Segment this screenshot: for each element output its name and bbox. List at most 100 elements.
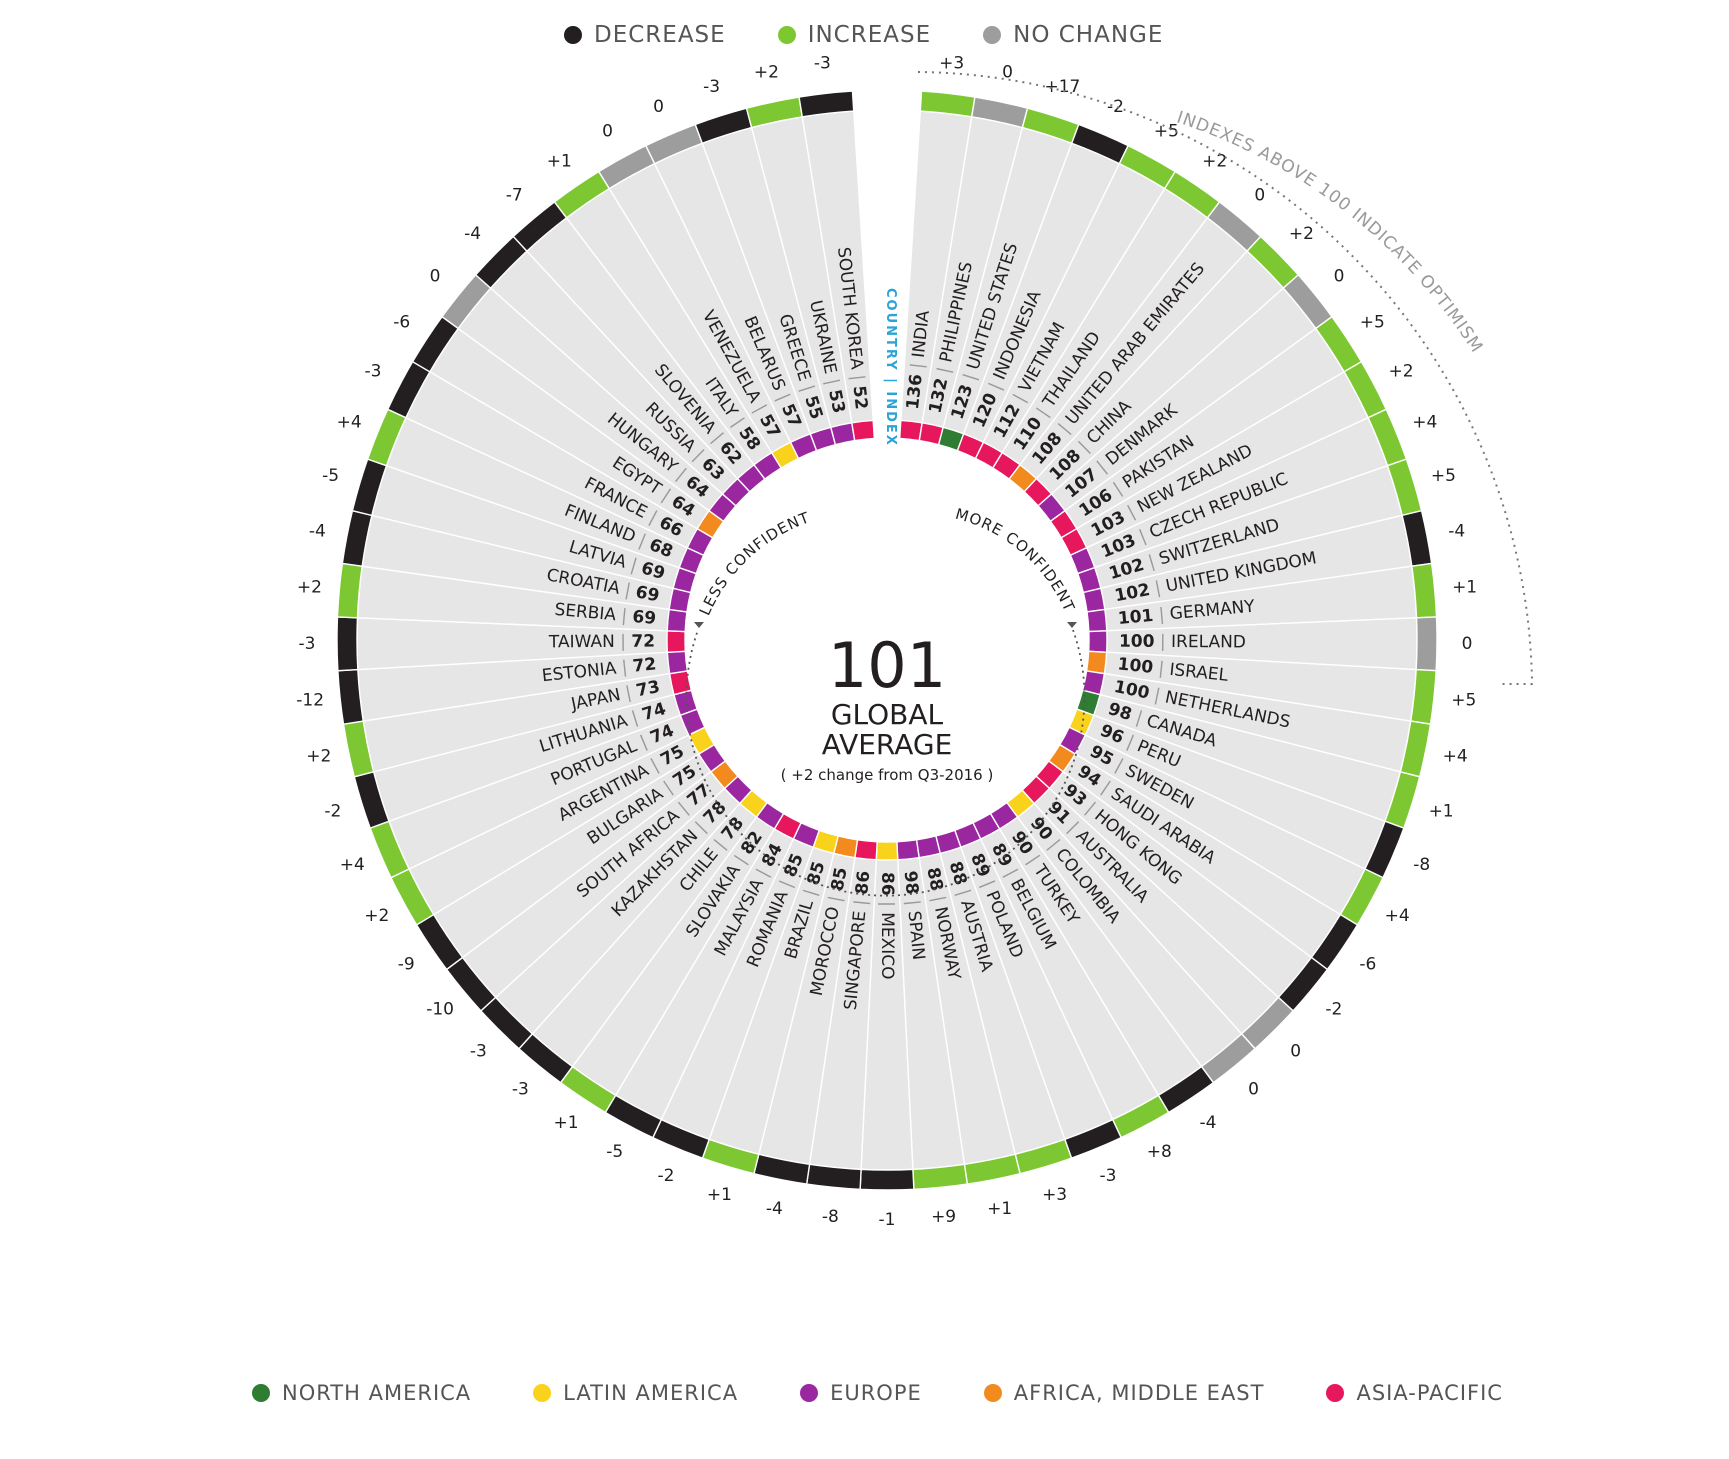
change-label-belgium: +8 xyxy=(1147,1142,1172,1162)
region-segment-norway xyxy=(915,835,942,859)
change-label-romania: -2 xyxy=(658,1166,675,1186)
change-label-united-kingdom: -4 xyxy=(1448,521,1465,541)
change-label-taiwan: -3 xyxy=(299,634,316,654)
no-change-swatch xyxy=(983,26,1002,44)
change-legend: DECREASE INCREASE NO CHANGE xyxy=(564,22,1215,48)
change-label-netherlands: +4 xyxy=(1443,747,1468,767)
change-label-italy: +1 xyxy=(547,151,572,171)
country-label-israel: 100 | ISRAEL xyxy=(1117,654,1230,686)
change-label-pakistan: +5 xyxy=(1360,312,1385,332)
change-label-latvia: -5 xyxy=(322,466,339,486)
change-segment-mexico xyxy=(859,1168,915,1191)
change-label-venezuela: 0 xyxy=(602,122,613,142)
change-label-germany: +1 xyxy=(1452,577,1477,597)
legend-asia-pacific-label: ASIA-PACIFIC xyxy=(1356,1381,1503,1405)
legend-decrease-label: DECREASE xyxy=(594,22,726,48)
change-label-philippines: 0 xyxy=(1002,63,1013,83)
north-america-swatch xyxy=(252,1384,270,1402)
change-label-france: -3 xyxy=(365,361,382,381)
change-label-czech-republic: +4 xyxy=(1412,413,1437,433)
change-label-bulgaria: -9 xyxy=(398,954,415,974)
region-segment-india xyxy=(898,419,923,442)
change-label-india: +3 xyxy=(939,54,964,74)
change-segment-south-korea xyxy=(798,90,855,118)
decrease-swatch xyxy=(564,26,582,44)
legend-north-america-label: NORTH AMERICA xyxy=(282,1381,472,1405)
change-label-norway: +1 xyxy=(987,1199,1012,1219)
global-average-value: 101 xyxy=(828,629,946,702)
change-labels-layer: +3 0 +17 -2 +5 +2 0 +2 0 +5 +2 +4 +5 -4 +1 0 +5 +4 +1 -8 +4 -… xyxy=(296,54,1477,1230)
change-label-argentina: +2 xyxy=(364,906,389,926)
country-label-mexico: 86 | MEXICO xyxy=(877,872,897,980)
change-label-united-states: +17 xyxy=(1044,77,1080,97)
region-segment-ireland xyxy=(1087,630,1108,654)
change-label-peru: -8 xyxy=(1413,855,1430,875)
change-label-lithuania: -2 xyxy=(324,802,341,822)
change-label-china: +2 xyxy=(1289,224,1314,244)
change-label-greece: -3 xyxy=(703,77,720,97)
region-ring-layer xyxy=(666,419,1108,861)
change-segment-taiwan xyxy=(336,616,359,672)
increase-swatch xyxy=(777,26,796,44)
change-label-spain: +9 xyxy=(931,1207,956,1227)
change-label-switzerland: +5 xyxy=(1431,466,1456,486)
region-segment-israel xyxy=(1085,650,1108,675)
global-average-label-line2: AVERAGE xyxy=(822,728,953,761)
change-ring-layer xyxy=(336,90,1438,1191)
region-segment-estonia xyxy=(666,650,689,675)
global-average-label-line1: GLOBAL xyxy=(831,698,944,731)
change-label-south-korea: -3 xyxy=(814,54,831,74)
change-label-slovenia: -7 xyxy=(506,186,523,206)
legend-no-change: NO CHANGE xyxy=(983,22,1163,48)
change-segment-germany xyxy=(1411,562,1438,619)
legend-latin-america-label: LATIN AMERICA xyxy=(563,1381,739,1405)
legend-latin-america: LATIN AMERICA xyxy=(533,1381,738,1405)
change-label-japan: +2 xyxy=(306,747,331,767)
change-label-new-zealand: +2 xyxy=(1388,361,1413,381)
region-segment-south-korea xyxy=(851,419,876,442)
region-legend: NORTH AMERICA LATIN AMERICA EUROPE AFRIC… xyxy=(252,1381,1565,1405)
change-label-egypt: -6 xyxy=(393,312,410,332)
global-average-note: ( +2 change from Q3-2016 ) xyxy=(781,766,994,784)
change-label-thailand: +2 xyxy=(1202,151,1227,171)
arrow-right xyxy=(1067,622,1077,628)
region-segment-mexico xyxy=(875,841,899,861)
change-label-sweden: +4 xyxy=(1385,906,1410,926)
change-label-mexico: -1 xyxy=(879,1210,896,1230)
change-label-belarus: 0 xyxy=(653,97,664,117)
change-label-finland: +4 xyxy=(337,413,362,433)
axis-header: COUNTRY | INDEX xyxy=(883,288,898,447)
change-label-ireland: 0 xyxy=(1462,634,1473,654)
country-label-ireland: 100 | IRELAND xyxy=(1119,632,1246,653)
legend-africa-middle-east: AFRICA, MIDDLE EAST xyxy=(983,1381,1265,1405)
change-label-ukraine: +2 xyxy=(754,63,779,83)
legend-asia-pacific: ASIA-PACIFIC xyxy=(1326,1381,1502,1405)
region-segment-taiwan xyxy=(666,630,687,654)
change-label-colombia: 0 xyxy=(1248,1080,1259,1100)
change-label-indonesia: -2 xyxy=(1107,97,1124,117)
change-segment-ireland xyxy=(1415,616,1438,672)
legend-increase-label: INCREASE xyxy=(807,22,932,48)
optimism-bracket xyxy=(917,71,1533,685)
change-label-denmark: 0 xyxy=(1334,267,1345,287)
country-label-taiwan: TAIWAN | 72 xyxy=(548,632,655,653)
change-label-serbia: +2 xyxy=(297,577,322,597)
change-label-croatia: -4 xyxy=(309,521,326,541)
change-label-vietnam: +5 xyxy=(1154,122,1179,142)
change-label-canada: +1 xyxy=(1429,802,1454,822)
region-segment-spain xyxy=(896,839,920,861)
legend-north-america: NORTH AMERICA xyxy=(252,1381,471,1405)
country-label-spain: 98 | SPAIN xyxy=(900,870,929,961)
change-label-portugal: +4 xyxy=(340,855,365,875)
europe-swatch xyxy=(800,1384,819,1402)
change-label-israel: +5 xyxy=(1451,691,1476,711)
country-label-india: 136 | INDIA xyxy=(903,309,934,410)
latin-america-swatch xyxy=(533,1384,552,1402)
legend-africa-middle-east-label: AFRICA, MIDDLE EAST xyxy=(1013,1381,1265,1405)
change-label-united-arab-emirates: 0 xyxy=(1254,186,1265,206)
change-label-morocco: -4 xyxy=(766,1199,783,1219)
change-label-hungary: 0 xyxy=(430,267,441,287)
change-label-russia: -4 xyxy=(464,224,481,244)
